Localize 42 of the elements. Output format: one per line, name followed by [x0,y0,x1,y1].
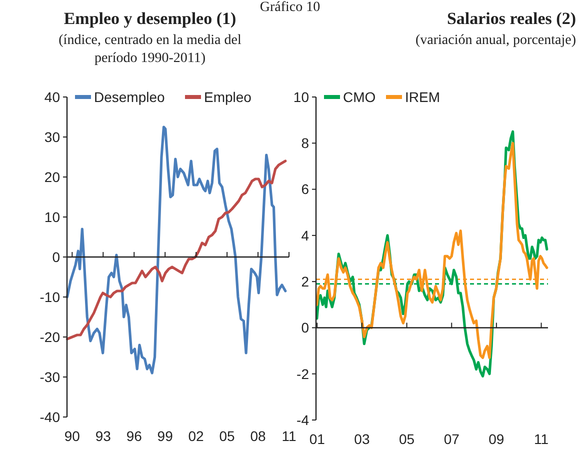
y-tick-label: -30 [40,368,60,385]
y-tick-label: 10 [293,88,310,105]
x-tick-label: 11 [282,428,296,444]
y-tick-label: 40 [44,88,60,105]
line-series [66,160,287,340]
x-tick-label: 09 [488,431,504,447]
chart-title: Salarios reales (2) [446,9,576,28]
x-tick-label: 11 [534,431,549,447]
line-series [66,126,287,374]
y-tick-label: 2 [301,273,310,290]
text: Gráfico 10 [260,0,320,15]
legend-label: CMO [343,88,376,105]
x-tick-label: 99 [157,428,174,444]
x-tick-label: 93 [95,428,112,444]
x-tick-label: 08 [250,428,266,444]
y-tick-label: 10 [44,208,60,225]
y-tick-label: 4 [301,227,310,244]
legend-label: Desempleo [94,88,166,105]
y-tick-label: -10 [40,288,60,305]
y-tick-label: 20 [44,168,60,185]
y-tick-label: 6 [301,181,310,198]
y-tick-label: -20 [40,328,60,345]
x-tick-label: 07 [444,431,460,447]
x-tick-label: 05 [219,428,236,444]
chart-title: Empleo y desempleo (1) [64,9,236,28]
chart-subtitle: (variación anual, porcentaje) [415,33,576,48]
y-tick-label: 30 [44,128,60,145]
y-tick-label: -40 [40,408,60,425]
y-tick-label: 0 [301,320,310,336]
y-tick-label: 8 [301,135,310,152]
y-tick-label: -2 [296,366,310,382]
x-tick-label: 03 [354,431,370,447]
x-tick-label: 90 [64,428,80,444]
x-tick-label: 96 [126,428,142,444]
y-tick-label: -4 [296,412,310,428]
y-tick-label: 0 [52,248,60,265]
x-tick-label: 02 [188,428,204,444]
x-tick-label: 05 [398,431,415,447]
chart-subtitle: (índice, centrado en la media del período 1990-2011) [58,33,242,66]
legend-label: IREM [405,88,440,105]
legend-label: Empleo [204,88,252,105]
x-tick-label: 01 [309,431,326,447]
